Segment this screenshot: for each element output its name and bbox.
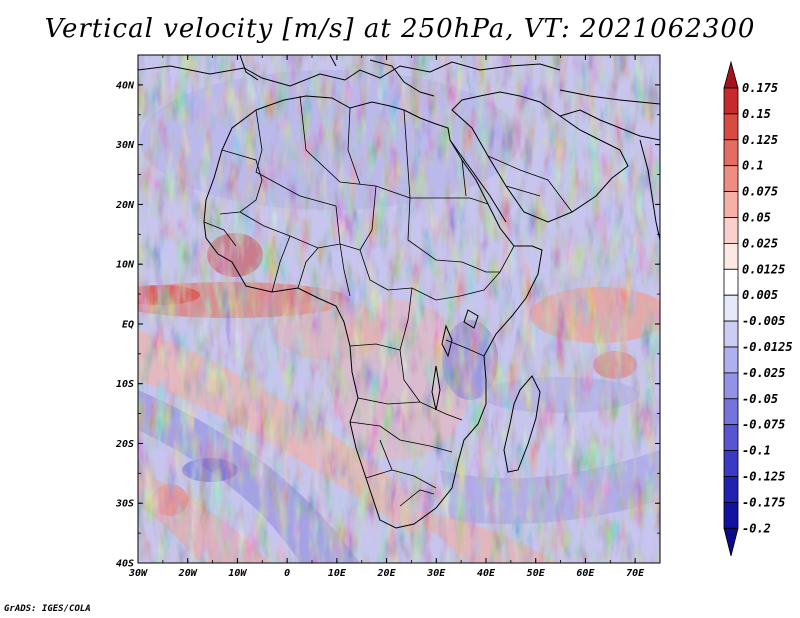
longitude-axis: 30W 20W 10W 0 10E 20E 30E 40E 50E 60E 70E: [128, 55, 661, 579]
colorbar-swatch: [723, 242, 739, 270]
colorbar-label: -0.075: [742, 418, 785, 432]
colorbar-top-triangle: [723, 60, 739, 89]
colorbar-label: -0.025: [742, 366, 785, 380]
lon-tick-label: 20W: [178, 568, 198, 579]
lat-tick-label: 20N: [115, 200, 135, 211]
lon-tick-label: 0: [284, 568, 290, 579]
colorbar-label: -0.005: [742, 314, 785, 328]
colorbar-swatch: [723, 294, 739, 322]
colorbar-swatch: [723, 372, 739, 400]
colorbar-label: -0.05: [742, 392, 778, 406]
colorbar-label: 0.175: [742, 81, 778, 95]
colorbar-label: -0.0125: [742, 340, 793, 354]
colorbar-label: 0.05: [742, 211, 771, 225]
colorbar-label: 0.15: [742, 107, 771, 121]
arabia-coastline: [451, 91, 629, 223]
colorbar-swatch: [723, 165, 739, 192]
colorbar-label: -0.125: [742, 470, 785, 484]
madagascar-coastline: [503, 375, 541, 473]
lon-tick-label: 30W: [128, 568, 148, 579]
lat-tick-label: EQ: [122, 319, 134, 330]
latitude-axis: 40N 30N 20N 10N EQ 10S 20S 30S 40S: [115, 54, 660, 570]
lat-tick-label: 40S: [116, 559, 134, 570]
footer-credit: GrADS: IGES/COLA: [4, 604, 91, 614]
colorbar-label: -0.2: [742, 521, 771, 535]
lon-tick-label: 30E: [426, 568, 446, 579]
lat-tick-label: 30N: [115, 140, 135, 151]
lon-tick-label: 60E: [576, 568, 595, 579]
lat-tick-label: 10N: [116, 260, 135, 271]
lon-tick-label: 10E: [328, 568, 347, 579]
colorbar-label: 0.025: [742, 236, 778, 250]
lon-tick-label: 10W: [228, 568, 247, 579]
lon-tick-label: 70E: [626, 568, 645, 579]
colorbar-swatch: [723, 191, 739, 218]
lon-tick-label: 20E: [377, 568, 397, 579]
colorbar-swatch: [723, 217, 739, 244]
country-borders: [203, 95, 573, 507]
colorbar-label: 0.125: [742, 133, 778, 147]
colorbar-swatch: [723, 113, 739, 141]
lat-tick-label: 30S: [115, 499, 134, 510]
chart-title: Vertical velocity [m/s] at 250hPa, VT: 2…: [44, 14, 756, 44]
lat-tick-label: 20S: [115, 439, 134, 450]
plot-frame: [137, 54, 661, 564]
colorbar-swatch: [723, 320, 739, 348]
africa-coastline: [203, 95, 543, 529]
coastlines: [138, 55, 660, 529]
colorbar-label: -0.175: [742, 495, 785, 509]
colorbar-bottom-triangle: [723, 527, 739, 557]
lon-tick-label: 40E: [477, 568, 496, 579]
colorbar-swatch: [723, 398, 739, 426]
colorbar-swatch: [723, 268, 739, 296]
colorbar-label: 0.005: [742, 288, 778, 302]
velocity-field-texture: [138, 55, 660, 563]
lon-tick-label: 50E: [527, 568, 546, 579]
lat-tick-label: 40N: [116, 80, 135, 91]
colorbar-label: 0.1: [742, 159, 764, 173]
europe-coastline: [138, 61, 561, 87]
colorbar-label: -0.1: [742, 444, 771, 458]
colorbar-swatch: [723, 139, 739, 167]
lat-tick-label: 10S: [116, 379, 134, 390]
colorbar-swatch: [723, 87, 739, 115]
colorbar-swatch: [723, 450, 739, 477]
colorbar-label: 0.075: [742, 185, 778, 199]
colorbar-swatch: [723, 424, 739, 452]
colorbar-swatch: [723, 346, 739, 374]
colorbar: 0.175 0.15 0.125 0.1 0.075 0.05 0.025 0.0125 0.0…: [723, 60, 793, 557]
colorbar-swatch: [723, 476, 739, 503]
colorbar-swatch: [723, 501, 739, 529]
colorbar-label: 0.0125: [742, 262, 785, 276]
